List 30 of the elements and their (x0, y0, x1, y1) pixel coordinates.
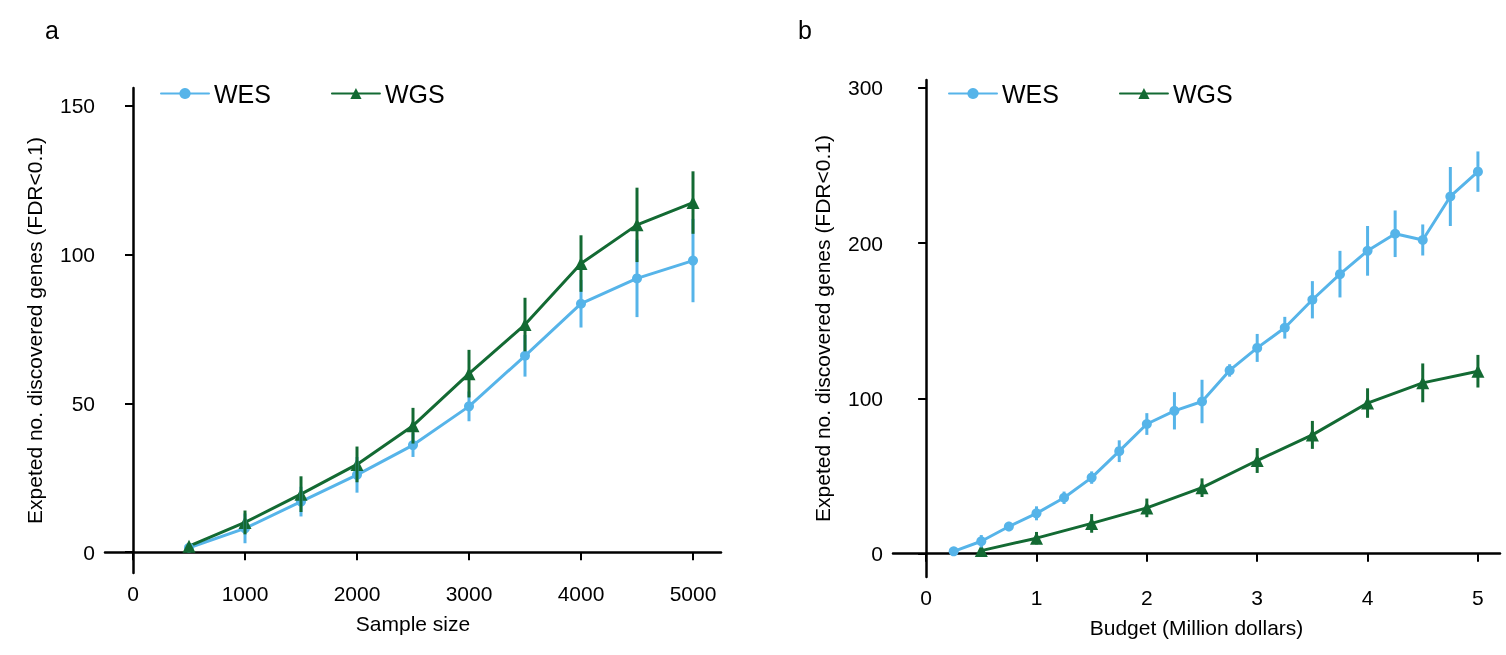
y-axis-title: Expeted no. discovered genes (FDR<0.1) (811, 135, 834, 522)
y-tick-label: 0 (83, 540, 95, 564)
x-tick-label: 3 (1251, 586, 1264, 609)
x-tick-label: 5000 (669, 582, 717, 605)
y-tick-label: 0 (871, 542, 883, 566)
chart-title: a (45, 15, 59, 44)
legend-label: WGS (1172, 79, 1233, 108)
x-tick-label: 2000 (333, 582, 381, 605)
legend-label: WES (1002, 79, 1059, 108)
x-tick-label: 1 (1030, 586, 1043, 609)
y-tick-label: 100 (59, 243, 95, 267)
y-axis-title: Expeted no. discovered genes (FDR<0.1) (23, 137, 46, 524)
x-tick-label: 2 (1140, 586, 1153, 609)
x-tick-label: 0 (127, 582, 139, 605)
x-tick-label: 1000 (221, 582, 269, 605)
y-tick-label: 200 (847, 231, 883, 255)
x-tick-label: 5 (1472, 586, 1484, 609)
x-tick-label: 4000 (557, 582, 605, 605)
x-axis-title: Budget (Million dollars) (1089, 616, 1304, 639)
x-tick-label: 4 (1361, 586, 1374, 609)
x-axis-title: Sample size (355, 612, 471, 635)
y-tick-label: 50 (71, 391, 95, 415)
legend-label: WGS (384, 79, 445, 108)
x-tick-label: 0 (920, 586, 932, 609)
legend-label: WES (214, 79, 271, 108)
y-tick-label: 300 (847, 76, 883, 100)
y-tick-label: 150 (59, 94, 95, 118)
x-tick-label: 3000 (445, 582, 493, 605)
chart-title: b (798, 15, 812, 44)
y-tick-label: 100 (847, 386, 883, 410)
